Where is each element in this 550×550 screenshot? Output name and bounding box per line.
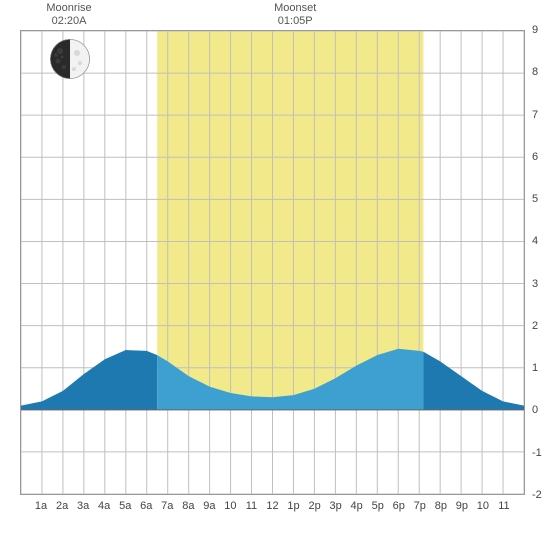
x-tick: 3a: [77, 500, 89, 512]
moonset-label: Moonset01:05P: [274, 2, 316, 28]
y-tick: 8: [532, 66, 538, 78]
x-tick: 1p: [287, 500, 299, 512]
x-tick: 7p: [414, 500, 426, 512]
x-tick: 8p: [435, 500, 447, 512]
y-tick: 2: [532, 320, 538, 332]
x-tick: 1a: [35, 500, 47, 512]
y-tick: -2: [532, 489, 542, 501]
x-tick: 10: [477, 500, 489, 512]
y-tick: 0: [532, 404, 538, 416]
y-tick: 9: [532, 24, 538, 36]
x-tick: 3p: [330, 500, 342, 512]
x-tick: 4p: [351, 500, 363, 512]
moonrise-title: Moonrise: [46, 2, 91, 15]
x-tick: 9a: [203, 500, 215, 512]
x-tick: 10: [224, 500, 236, 512]
y-tick: 6: [532, 151, 538, 163]
y-tick: 3: [532, 278, 538, 290]
x-tick: 4a: [98, 500, 110, 512]
x-tick: 11: [246, 500, 257, 512]
moonrise-label: Moonrise02:20A: [46, 2, 91, 28]
x-tick: 12: [266, 500, 278, 512]
x-tick: 8a: [182, 500, 194, 512]
moonrise-time: 02:20A: [46, 15, 91, 28]
moon-phase-icon: [50, 39, 90, 79]
x-tick: 7a: [161, 500, 173, 512]
x-tick: 5a: [119, 500, 131, 512]
y-tick: 7: [532, 109, 538, 121]
y-tick: 1: [532, 362, 538, 374]
y-tick: 5: [532, 193, 538, 205]
x-tick: 6p: [393, 500, 405, 512]
x-tick: 5p: [372, 500, 384, 512]
y-axis-ticks: -2-10123456789: [528, 30, 550, 495]
x-tick: 6a: [140, 500, 152, 512]
tide-chart: [20, 30, 525, 495]
moonset-title: Moonset: [274, 2, 316, 15]
moonset-time: 01:05P: [274, 15, 316, 28]
x-axis-ticks: 1a 2a 3a 4a 5a 6a 7a 8a 9a 10 11 12 1p 2p 3p 4p 5p 6p 7p 8p…: [20, 500, 525, 520]
x-tick: 2a: [56, 500, 68, 512]
y-tick: -1: [532, 447, 542, 459]
x-tick: 9p: [456, 500, 468, 512]
y-tick: 4: [532, 235, 538, 247]
x-tick: 11: [498, 500, 509, 512]
x-tick: 2p: [308, 500, 320, 512]
